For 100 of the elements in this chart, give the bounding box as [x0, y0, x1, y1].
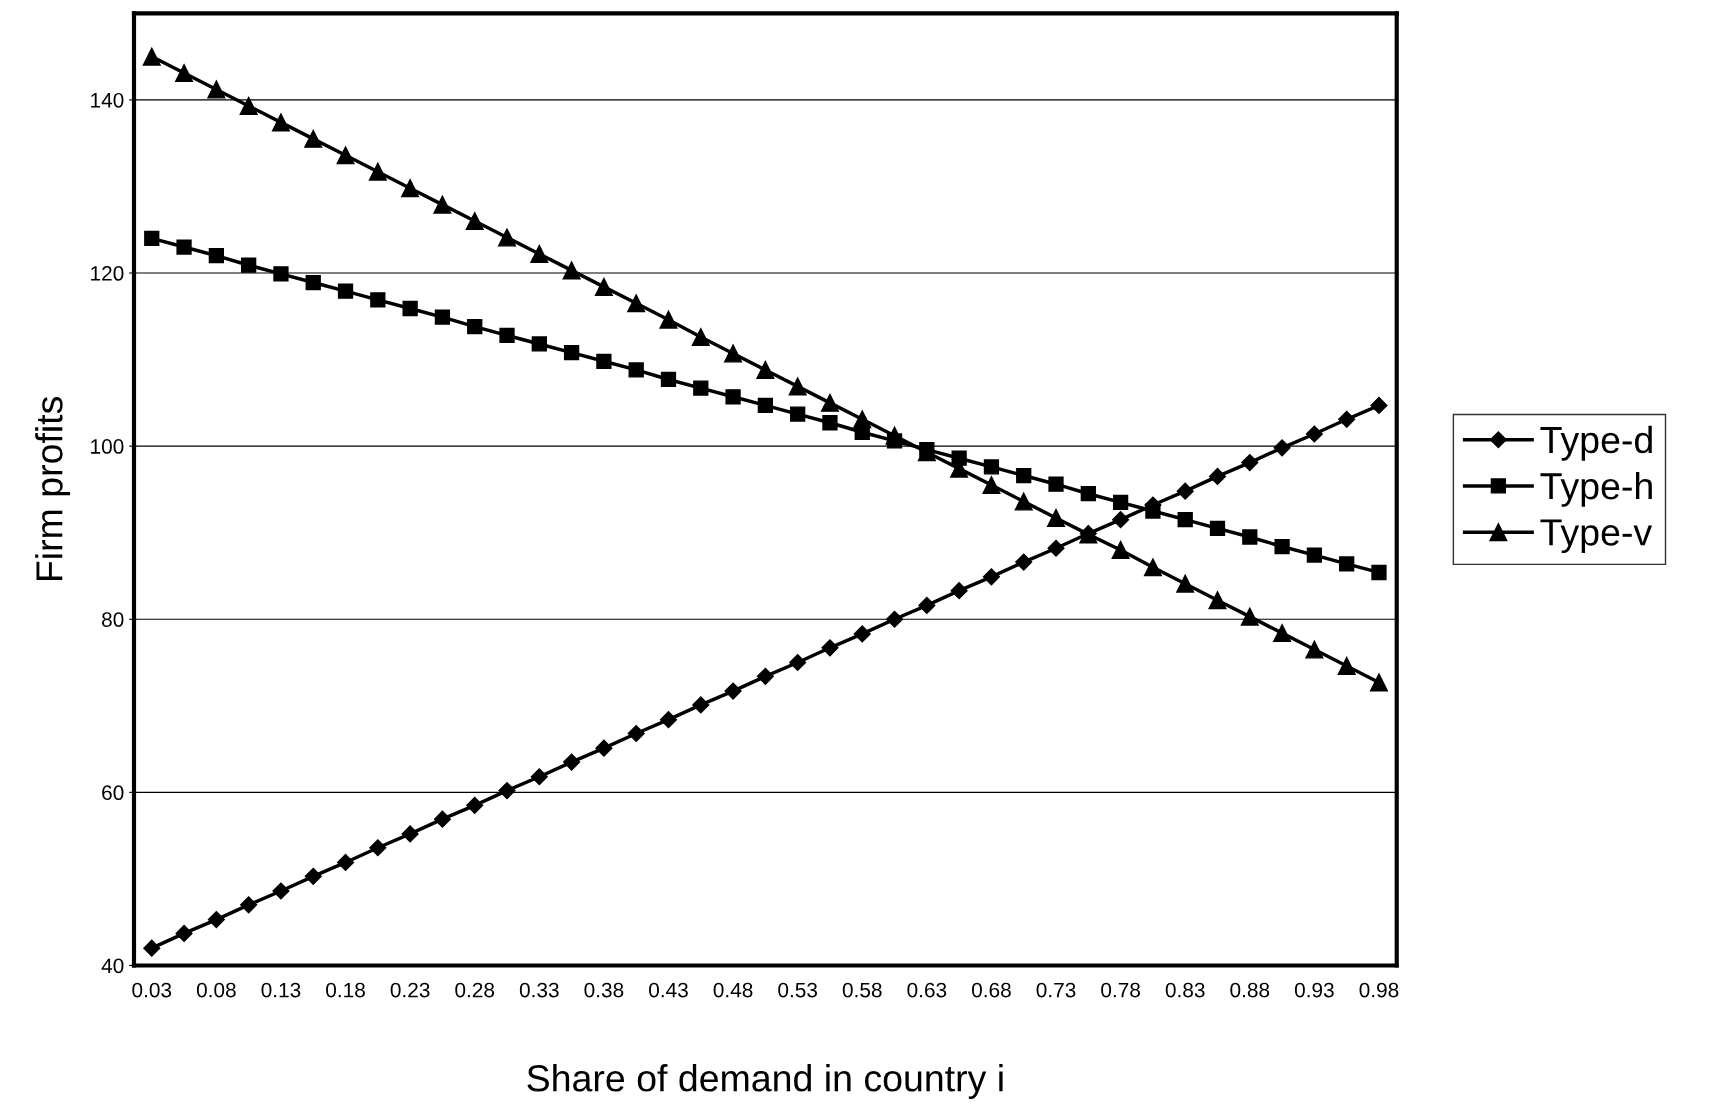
point: [304, 129, 323, 148]
point: [434, 309, 451, 325]
point: [821, 639, 839, 657]
point: [691, 328, 710, 347]
y-tick-label: 80: [102, 612, 124, 627]
point: [789, 653, 807, 672]
x-tick-label: 0.88: [1230, 982, 1270, 998]
y-tick-label: 120: [91, 266, 124, 281]
x-axis-title: Share of demand in country i: [527, 1064, 1003, 1099]
point: [822, 415, 838, 431]
point: [1015, 553, 1033, 571]
point: [305, 274, 321, 291]
point: [240, 896, 258, 914]
point: [530, 244, 549, 263]
point: [1369, 673, 1389, 692]
y-axis-title: Firm profits: [35, 396, 71, 581]
point: [1306, 547, 1323, 563]
point: [853, 625, 871, 643]
point: [530, 768, 548, 786]
point: [142, 47, 161, 66]
x-tick-label: 0.83: [1165, 982, 1205, 998]
point: [788, 377, 807, 396]
point: [693, 380, 709, 396]
point: [1273, 439, 1291, 457]
point: [207, 80, 226, 99]
point: [1273, 624, 1292, 643]
point: [1338, 410, 1356, 428]
x-tick-label: 0.98: [1359, 982, 1399, 998]
point: [401, 179, 420, 198]
x-tick-label: 0.68: [971, 982, 1011, 998]
point: [144, 230, 160, 247]
point: [467, 319, 483, 335]
point: [272, 882, 290, 900]
point: [595, 739, 613, 757]
point: [1014, 492, 1033, 511]
x-tick-label: 0.28: [455, 982, 495, 998]
point: [465, 212, 484, 231]
point: [175, 924, 193, 942]
point: [724, 344, 743, 363]
point: [531, 336, 547, 352]
point: [1274, 538, 1290, 555]
point: [627, 724, 645, 743]
x-tick-label: 0.13: [261, 982, 301, 998]
point: [304, 867, 322, 885]
point: [497, 228, 517, 247]
legend-label: Type-h: [1540, 471, 1652, 507]
point: [982, 568, 1000, 586]
point: [1111, 540, 1130, 560]
point: [1208, 467, 1227, 485]
point: [1241, 454, 1259, 472]
point: [724, 682, 742, 700]
point: [1112, 494, 1129, 511]
x-tick-label: 0.43: [649, 982, 688, 998]
point: [853, 410, 872, 429]
point: [337, 283, 354, 299]
point: [370, 292, 386, 308]
point: [659, 310, 678, 329]
point: [562, 261, 581, 280]
x-tick-label: 0.33: [519, 982, 559, 998]
point: [499, 327, 515, 343]
point: [273, 266, 289, 282]
point: [239, 96, 258, 115]
point: [563, 753, 581, 771]
point: [757, 397, 774, 414]
point: [336, 146, 355, 165]
point: [433, 810, 451, 828]
point: [820, 393, 839, 412]
point: [271, 113, 290, 132]
point: [918, 596, 936, 614]
point: [241, 257, 257, 273]
point: [1337, 656, 1356, 676]
point: [1339, 556, 1355, 572]
x-tick-label: 0.53: [778, 982, 818, 998]
point: [756, 360, 775, 379]
point: [983, 459, 1000, 475]
x-tick-label: 0.08: [196, 982, 236, 998]
point: [1046, 508, 1066, 527]
x-tick-label: 0.03: [132, 982, 172, 998]
legend-label: Type-d: [1540, 425, 1652, 461]
point: [1208, 591, 1227, 610]
point: [594, 277, 613, 296]
x-tick-label: 0.63: [907, 982, 947, 998]
point: [1240, 607, 1259, 626]
y-tick-label: 140: [91, 92, 124, 108]
point: [1242, 529, 1258, 545]
point: [369, 839, 387, 857]
y-tick-label: 60: [102, 785, 124, 801]
point: [725, 389, 741, 405]
point: [982, 476, 1001, 495]
x-tick-label: 0.48: [713, 982, 753, 998]
point: [1048, 476, 1064, 492]
point: [660, 371, 677, 388]
point: [596, 353, 612, 369]
x-tick-label: 0.58: [842, 982, 882, 998]
point: [498, 782, 516, 800]
point: [1112, 511, 1130, 529]
x-tick-label: 0.78: [1101, 982, 1140, 998]
x-tick-label: 0.73: [1036, 982, 1076, 998]
point: [1305, 425, 1323, 443]
point: [176, 239, 192, 255]
